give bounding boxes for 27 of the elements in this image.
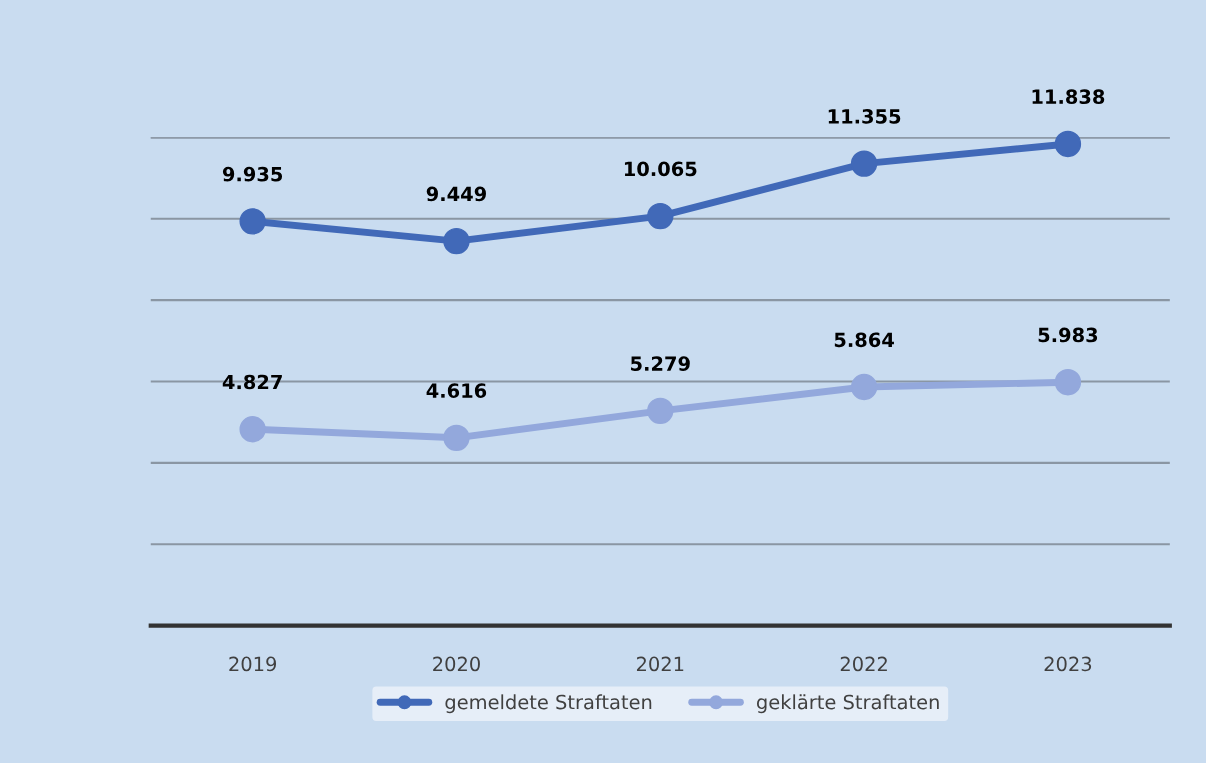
x-tick-label: 2022 xyxy=(840,656,887,672)
point xyxy=(647,397,674,425)
x-tick-label: 2020 xyxy=(433,656,480,672)
point xyxy=(1054,368,1082,396)
data-label: 10.065 xyxy=(624,161,697,177)
data-label: 4.827 xyxy=(222,374,282,390)
data-label: 5.983 xyxy=(1038,327,1098,343)
data-label: 9.935 xyxy=(222,166,283,182)
legend-label: gemeldete Straftaten xyxy=(445,694,652,714)
x-tick-label: 2021 xyxy=(636,656,684,672)
legend-label: geklärte Straftaten xyxy=(756,694,939,714)
point xyxy=(443,227,470,255)
point xyxy=(239,416,266,443)
data-label: 5.864 xyxy=(834,332,894,348)
point xyxy=(647,202,674,230)
data-label: 9.449 xyxy=(426,186,486,202)
data-label: 11.355 xyxy=(828,109,901,124)
point xyxy=(443,424,470,452)
data-label: 4.616 xyxy=(426,383,487,398)
x-tick-label: 2023 xyxy=(1044,656,1092,672)
x-tick-label: 2019 xyxy=(229,656,277,672)
point xyxy=(1054,130,1082,158)
data-label: 5.279 xyxy=(631,356,690,371)
point xyxy=(239,208,266,235)
data-label: 11.838 xyxy=(1032,89,1105,105)
point xyxy=(850,150,878,177)
point xyxy=(850,373,878,401)
